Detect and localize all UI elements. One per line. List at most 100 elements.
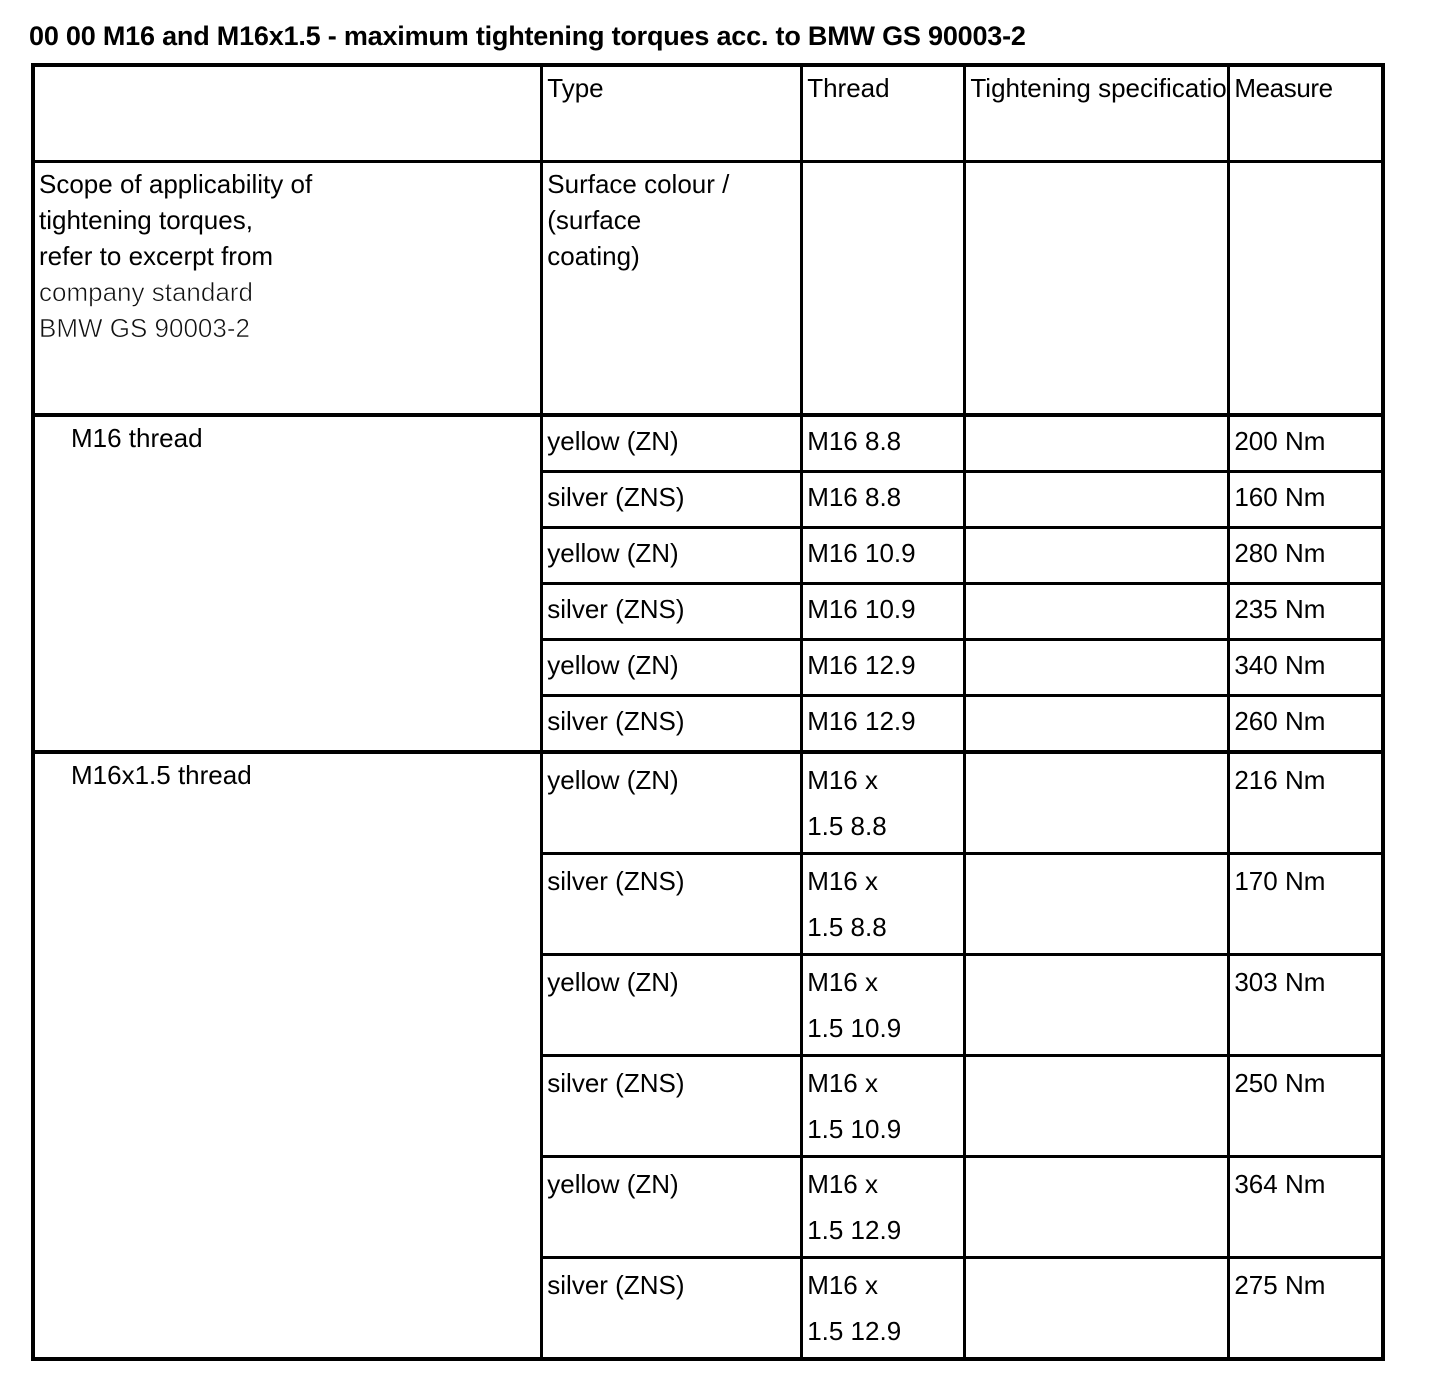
cell-measure: 364 Nm: [1227, 1155, 1385, 1259]
surface-colour-cell: Surface colour / (surface coating): [540, 160, 804, 417]
cell-specification: [963, 526, 1231, 585]
scope-text-line3: refer to excerpt from: [39, 241, 274, 271]
scope-thread-cell: [800, 160, 967, 417]
table-row: silver (ZNS) M16 10.9 235 Nm: [33, 582, 1385, 641]
table-row: yellow (ZN) M16 12.9 340 Nm: [33, 638, 1385, 697]
cell-measure: 275 Nm: [1227, 1256, 1385, 1361]
cell-specification: [963, 638, 1231, 697]
cell-thread: M16 12.9: [800, 694, 967, 754]
cell-thread: M16 10.9: [800, 526, 967, 585]
cell-thread: M16 8.8: [800, 470, 967, 529]
cell-thread-line2: 1.5 10.9: [807, 1013, 902, 1043]
column-header-specification-line1: Tightening: [970, 73, 1091, 103]
cell-thread-line1: M16 x: [807, 1270, 878, 1300]
cell-thread-line1: M16 x: [807, 765, 878, 795]
cell-type: yellow (ZN): [540, 638, 804, 697]
cell-thread: M16 x 1.5 8.8: [800, 750, 967, 855]
cell-specification: [963, 953, 1231, 1057]
page-title: 00 00 M16 and M16x1.5 - maximum tighteni…: [29, 21, 1026, 51]
cell-specification: [963, 750, 1231, 855]
cell-type: yellow (ZN): [540, 526, 804, 585]
company-standard-link-line2[interactable]: BMW GS 90003-2: [39, 313, 251, 344]
table-row: silver (ZNS) M16 x 1.5 10.9 250 Nm: [33, 1054, 1385, 1158]
cell-measure: 216 Nm: [1227, 750, 1385, 855]
table-row: yellow (ZN) M16 x 1.5 12.9 364 Nm: [33, 1155, 1385, 1259]
cell-measure: 160 Nm: [1227, 470, 1385, 529]
column-header-type: Type: [540, 63, 804, 163]
cell-thread-line2: 1.5 10.9: [807, 1114, 902, 1144]
cell-specification: [963, 1155, 1231, 1259]
cell-type: silver (ZNS): [540, 1054, 804, 1158]
scope-text-line2: tightening torques,: [39, 205, 253, 235]
surface-colour-line2: (surface: [547, 205, 642, 235]
table-row: silver (ZNS) M16 x 1.5 8.8 170 Nm: [33, 852, 1385, 956]
column-header-specification-line2: specification: [1098, 73, 1229, 103]
cell-thread-line2: 1.5 8.8: [807, 912, 887, 942]
cell-thread-line1: M16 x: [807, 967, 878, 997]
cell-type: yellow (ZN): [540, 1155, 804, 1259]
group-label-m16x15-thread: M16x1.5 thread: [31, 750, 544, 1361]
table-row: silver (ZNS) M16 12.9 260 Nm: [33, 694, 1385, 754]
cell-type: silver (ZNS): [540, 470, 804, 529]
table-row: yellow (ZN) M16 x 1.5 10.9 303 Nm: [33, 953, 1385, 1057]
table-row: yellow (ZN) M16 10.9 280 Nm: [33, 526, 1385, 585]
cell-type: silver (ZNS): [540, 1256, 804, 1361]
cell-type: silver (ZNS): [540, 852, 804, 956]
cell-measure: 303 Nm: [1227, 953, 1385, 1057]
table-header: Type Thread Tightening specification Mea…: [31, 63, 1385, 163]
cell-specification: [963, 470, 1231, 529]
cell-type: yellow (ZN): [540, 953, 804, 1057]
cell-measure: 340 Nm: [1227, 638, 1385, 697]
column-header-thread: Thread: [800, 63, 967, 163]
tightening-torque-table: Type Thread Tightening specification Mea…: [31, 63, 1385, 1361]
cell-measure: 250 Nm: [1227, 1054, 1385, 1158]
cell-thread-line1: M16 x: [807, 1169, 878, 1199]
cell-type: silver (ZNS): [540, 582, 804, 641]
company-standard-link-line1[interactable]: company standard: [39, 277, 254, 308]
cell-thread: M16 x 1.5 10.9: [800, 953, 967, 1057]
cell-thread-line1: M16 x: [807, 1068, 878, 1098]
cell-thread: M16 x 1.5 12.9: [800, 1256, 967, 1361]
scope-specification-cell: [963, 160, 1231, 417]
column-header-blank: [31, 63, 544, 163]
cell-thread: M16 x 1.5 12.9: [800, 1155, 967, 1259]
table-row: M16x1.5 thread yellow (ZN) M16 x 1.5 8.8…: [31, 750, 1385, 1361]
cell-thread-line2: 1.5 12.9: [807, 1316, 902, 1346]
cell-thread-line2: 1.5 12.9: [807, 1215, 902, 1245]
cell-thread-line1: M16 x: [807, 866, 878, 896]
scope-row: Scope of applicability of tightening tor…: [31, 160, 1385, 417]
cell-measure: 235 Nm: [1227, 582, 1385, 641]
cell-specification: [963, 694, 1231, 754]
cell-measure: 170 Nm: [1227, 852, 1385, 956]
cell-thread: M16 12.9: [800, 638, 967, 697]
cell-specification: [963, 413, 1231, 473]
cell-thread-line2: 1.5 8.8: [807, 811, 887, 841]
surface-colour-line1: Surface colour /: [547, 169, 730, 199]
table-row: M16 thread yellow (ZN) M16 8.8 200 Nm: [31, 413, 1385, 754]
cell-specification: [963, 582, 1231, 641]
cell-type: yellow (ZN): [540, 750, 804, 855]
scope-text-line1: Scope of applicability of: [39, 169, 313, 199]
cell-specification: [963, 852, 1231, 956]
cell-specification: [963, 1054, 1231, 1158]
scope-cell: Scope of applicability of tightening tor…: [31, 160, 544, 417]
cell-measure: 260 Nm: [1227, 694, 1385, 754]
cell-thread: M16 8.8: [800, 413, 967, 473]
cell-measure: 200 Nm: [1227, 413, 1385, 473]
surface-colour-line3: coating): [547, 241, 640, 271]
header-row: Type Thread Tightening specification Mea…: [31, 63, 1385, 163]
cell-specification: [963, 1256, 1231, 1361]
table-row: silver (ZNS) M16 x 1.5 12.9 275 Nm: [33, 1256, 1385, 1361]
cell-measure: 280 Nm: [1227, 526, 1385, 585]
cell-type: yellow (ZN): [540, 413, 804, 473]
cell-thread: M16 x 1.5 8.8: [800, 852, 967, 956]
group-label-m16-thread: M16 thread: [31, 413, 544, 754]
cell-type: silver (ZNS): [540, 694, 804, 754]
table-body: Scope of applicability of tightening tor…: [31, 160, 1385, 1361]
cell-thread: M16 x 1.5 10.9: [800, 1054, 967, 1158]
cell-thread: M16 10.9: [800, 582, 967, 641]
column-header-measure: Measure: [1227, 63, 1385, 163]
table-row: silver (ZNS) M16 8.8 160 Nm: [33, 470, 1385, 529]
column-header-specification: Tightening specification: [963, 63, 1231, 163]
